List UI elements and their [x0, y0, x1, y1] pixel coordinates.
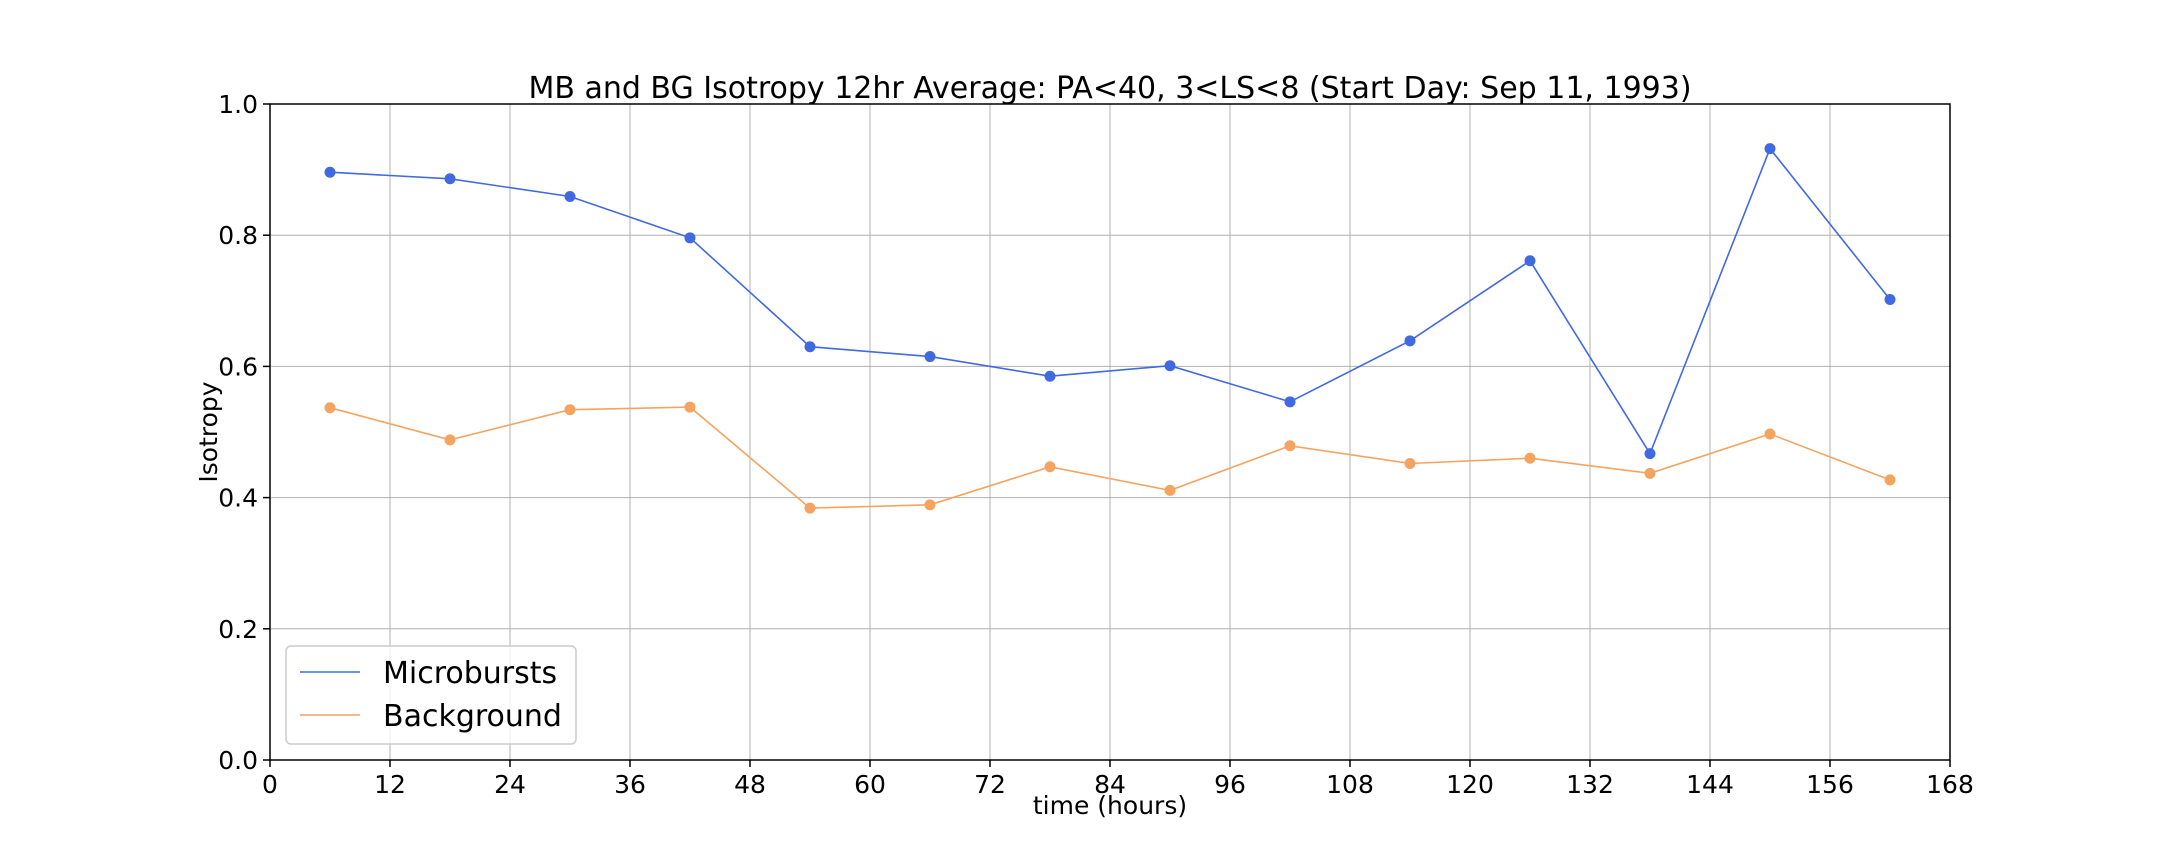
- grid-lines: [269, 103, 1951, 761]
- background-point: [1404, 457, 1416, 469]
- x-axis: 0 12 24 36 48 60 72 84 96 108 120 132 144 156 168: [262, 760, 1974, 799]
- legend-label-background: Background: [383, 699, 562, 734]
- microbursts-point: [684, 232, 696, 244]
- background-point: [324, 402, 336, 414]
- y-axis-label: Isotropy: [194, 381, 223, 482]
- y-tick-label: 1.0: [218, 90, 258, 119]
- background-point: [1644, 467, 1656, 479]
- background-point: [564, 404, 576, 416]
- series-layer: [324, 143, 1896, 514]
- microbursts-point: [564, 190, 576, 202]
- microbursts-point: [324, 166, 336, 178]
- x-tick-label: 96: [1214, 770, 1246, 799]
- x-tick-label: 168: [1926, 770, 1974, 799]
- x-tick-label: 108: [1326, 770, 1374, 799]
- legend: Microbursts Background: [285, 645, 577, 745]
- chart-title: MB and BG Isotropy 12hr Average: PA<40, …: [528, 71, 1691, 106]
- microbursts-point: [1044, 370, 1056, 382]
- y-tick-label: 0.4: [218, 484, 258, 513]
- x-axis-label: time (hours): [1033, 791, 1187, 820]
- x-tick-label: 48: [734, 770, 766, 799]
- background-point: [444, 434, 456, 446]
- microbursts-point: [1164, 360, 1176, 372]
- microbursts-point: [1404, 335, 1416, 347]
- y-axis: 0.0 0.2 0.4 0.6 0.8 1.0: [218, 90, 270, 775]
- x-tick-label: 60: [854, 770, 886, 799]
- microbursts-point: [1884, 293, 1896, 305]
- microbursts-point: [1524, 255, 1536, 267]
- microbursts-point: [804, 341, 816, 353]
- legend-box: [285, 645, 577, 745]
- y-tick-label: 0.0: [218, 746, 258, 775]
- x-tick-label: 72: [974, 770, 1006, 799]
- background-point: [1044, 461, 1056, 473]
- y-tick-label: 0.6: [218, 352, 258, 381]
- background-point: [1524, 452, 1536, 464]
- x-tick-label: 12: [374, 770, 406, 799]
- background-point: [1884, 474, 1896, 486]
- microbursts-point: [1764, 143, 1776, 155]
- y-tick-label: 0.8: [218, 221, 258, 250]
- background-point: [924, 499, 936, 511]
- x-tick-label: 36: [614, 770, 646, 799]
- background-point: [804, 502, 816, 514]
- microbursts-line: [329, 147, 1891, 456]
- y-tick-label: 0.2: [218, 615, 258, 644]
- microbursts-point: [1284, 396, 1296, 408]
- background-point: [1284, 440, 1296, 452]
- legend-label-microbursts: Microbursts: [383, 656, 557, 691]
- x-tick-label: 156: [1806, 770, 1854, 799]
- microbursts-point: [1644, 448, 1656, 460]
- background-point: [1764, 428, 1776, 440]
- x-tick-label: 132: [1566, 770, 1614, 799]
- x-tick-label: 0: [262, 770, 278, 799]
- background-point: [684, 401, 696, 413]
- background-point: [1164, 484, 1176, 496]
- x-tick-label: 144: [1686, 770, 1734, 799]
- x-tick-label: 120: [1446, 770, 1494, 799]
- background-line: [329, 406, 1891, 509]
- x-tick-label: 84: [1094, 770, 1126, 799]
- x-tick-label: 24: [494, 770, 526, 799]
- microbursts-point: [444, 173, 456, 185]
- microbursts-point: [924, 351, 936, 363]
